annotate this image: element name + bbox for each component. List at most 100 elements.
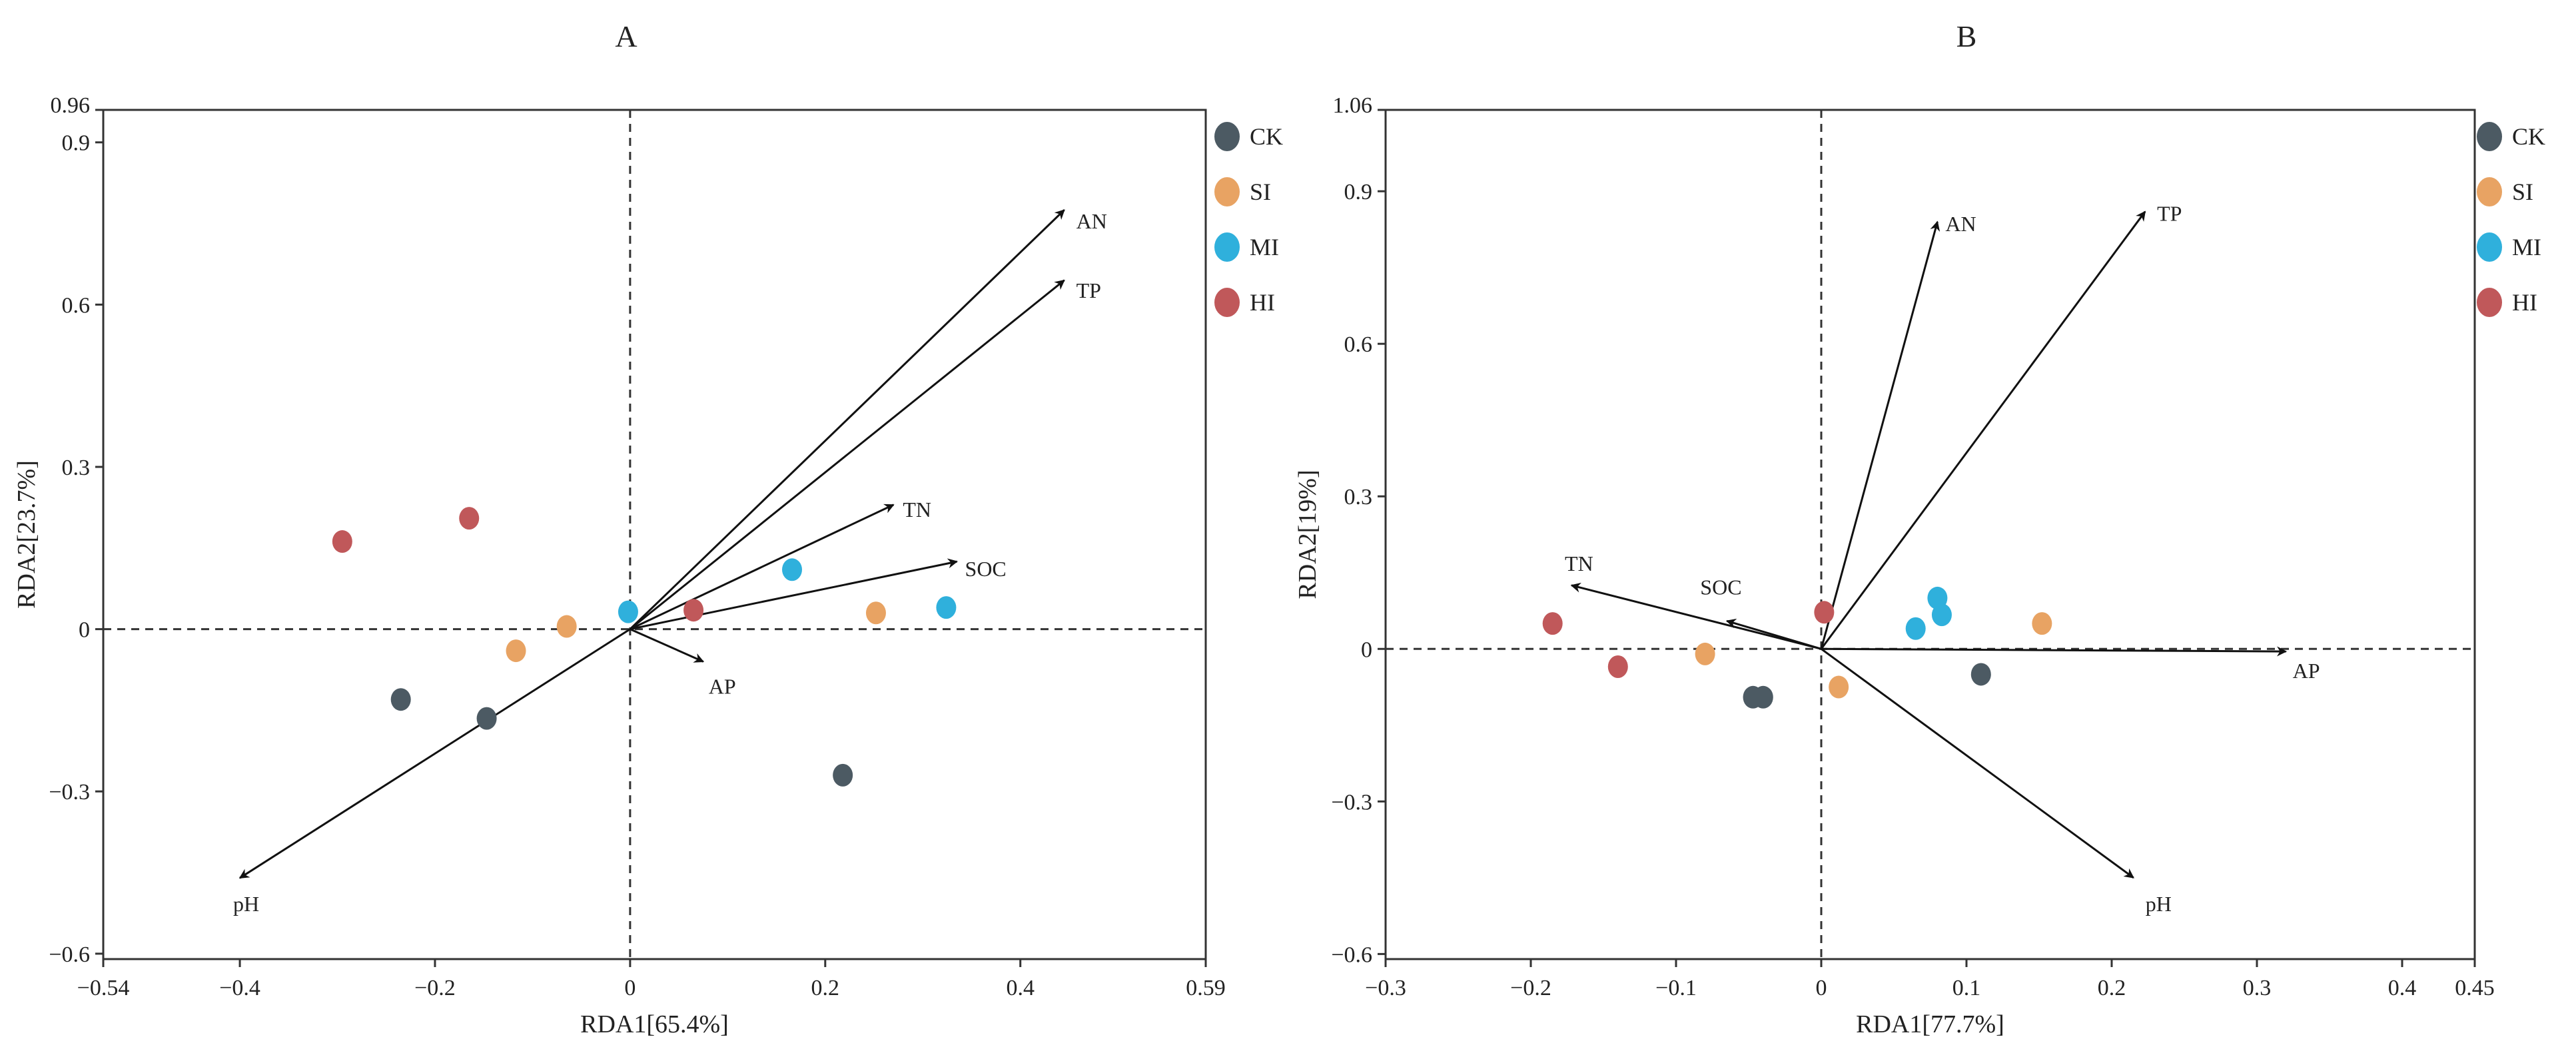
vector-arrow-soc xyxy=(630,558,958,631)
x-axis-label: RDA1[77.7%] xyxy=(1856,1010,2004,1038)
vector-arrow-tn xyxy=(1570,582,1822,650)
x-tick-label: 0.2 xyxy=(2098,976,2126,1000)
y-axis-label: RDA2[23.7%] xyxy=(13,460,41,609)
vector-arrow-tp xyxy=(1820,210,2146,650)
legend-marker-ck xyxy=(2477,122,2502,151)
point-ck xyxy=(833,763,853,787)
vector-label-ph: pH xyxy=(233,892,259,916)
y-tick-label: 0 xyxy=(79,618,90,643)
y-tick-label: 0.96 xyxy=(51,93,91,118)
panel-title: B xyxy=(1956,19,1977,53)
x-tick-label: −0.3 xyxy=(1365,976,1406,1000)
point-si xyxy=(506,639,526,663)
x-tick-label: −0.1 xyxy=(1655,976,1697,1000)
plot-frame xyxy=(102,109,1207,960)
point-si xyxy=(2032,612,2052,635)
legend-label-ck: CK xyxy=(1250,123,1283,150)
x-tick-label: −0.4 xyxy=(219,976,260,1000)
x-tick-label: 0.4 xyxy=(1006,976,1035,1000)
vector-arrow-ph xyxy=(238,628,631,879)
vector-label-tp: TP xyxy=(1076,278,1101,302)
vector-label-soc: SOC xyxy=(1700,575,1741,599)
y-tick-label: 0 xyxy=(1361,637,1372,662)
vector-label-soc: SOC xyxy=(965,557,1007,581)
x-tick-label: 0.45 xyxy=(2455,976,2495,1000)
vector-label-ap: AP xyxy=(709,674,736,698)
legend-marker-ck xyxy=(1214,122,1240,151)
vector-label-an: AN xyxy=(1076,209,1107,233)
vector-label-ph: pH xyxy=(2146,892,2172,916)
legend-marker-hi xyxy=(2477,288,2502,317)
y-tick-label: −0.6 xyxy=(49,942,90,967)
point-ck xyxy=(1970,663,1991,686)
y-tick-label: −0.6 xyxy=(1331,942,1372,967)
point-mi xyxy=(618,600,638,623)
x-tick-label: 0 xyxy=(1816,976,1827,1000)
point-ck xyxy=(390,688,411,711)
point-hi xyxy=(1607,655,1628,679)
vector-arrow-an xyxy=(629,209,1065,630)
point-mi xyxy=(936,596,957,619)
legend-label-si: SI xyxy=(2512,178,2533,205)
legend-label-mi: MI xyxy=(1250,234,1279,260)
point-si xyxy=(1695,642,1715,665)
x-tick-label: 0.4 xyxy=(2388,976,2417,1000)
legend-marker-hi xyxy=(1214,288,1240,317)
point-ck xyxy=(1753,685,1773,709)
rda-panel-b: B −0.3 −0.2 −0.1 0 0.1 0.2 0.3 0.4 0.45 1.06 0.9 0.6… xyxy=(1294,19,2545,1038)
x-tick-label: 0 xyxy=(624,976,636,1000)
point-mi xyxy=(1931,603,1952,627)
legend-marker-mi xyxy=(1214,232,1240,262)
vector-arrow-an xyxy=(1820,220,1940,649)
vector-arrow-ap xyxy=(630,628,705,663)
point-si xyxy=(1829,675,1849,699)
x-tick-label: −0.2 xyxy=(1510,976,1551,1000)
vector-arrow-ph xyxy=(1821,648,2134,879)
x-tick-label: 0.2 xyxy=(811,976,840,1000)
y-tick-label: −0.3 xyxy=(49,780,90,805)
y-tick-label: 0.6 xyxy=(62,293,91,318)
point-mi xyxy=(782,558,803,581)
y-tick-label: 0.9 xyxy=(62,131,91,156)
vector-arrow-tn xyxy=(630,504,895,630)
x-tick-label: 0.3 xyxy=(2243,976,2272,1000)
vector-label-tn: TN xyxy=(903,498,931,522)
legend-marker-si xyxy=(2477,177,2502,206)
y-tick-label: 0.3 xyxy=(1344,485,1373,510)
point-si xyxy=(556,615,577,638)
point-si xyxy=(865,601,886,625)
vector-arrow-tp xyxy=(629,279,1065,630)
vector-label-tp: TP xyxy=(2157,202,2182,226)
vector-arrow-soc xyxy=(1725,618,1822,650)
vector-label-ap: AP xyxy=(2293,659,2320,683)
y-axis-label: RDA2[19%] xyxy=(1294,470,1322,599)
x-axis-label: RDA1[65.4%] xyxy=(580,1010,729,1038)
plot-frame xyxy=(1384,109,2476,960)
y-tick-label: 0.3 xyxy=(62,456,91,480)
x-tick-label: 0.1 xyxy=(1952,976,1981,1000)
point-hi xyxy=(332,530,352,553)
legend-label-mi: MI xyxy=(2512,234,2541,260)
legend-label-si: SI xyxy=(1250,178,1271,205)
point-hi xyxy=(1814,601,1835,624)
legend-label-ck: CK xyxy=(2512,123,2545,150)
legend-marker-mi xyxy=(2477,232,2502,262)
legend-label-hi: HI xyxy=(2512,289,2537,316)
y-tick-label: 1.06 xyxy=(1333,93,1373,118)
point-ck xyxy=(476,707,497,730)
point-hi xyxy=(459,507,480,530)
vector-label-tn: TN xyxy=(1565,551,1593,575)
x-tick-label: −0.54 xyxy=(77,976,130,1000)
y-tick-label: −0.3 xyxy=(1331,790,1372,815)
y-tick-label: 0.6 xyxy=(1344,332,1373,357)
point-mi xyxy=(1905,617,1926,640)
vector-label-an: AN xyxy=(1945,212,1976,236)
point-hi xyxy=(683,599,704,622)
legend-label-hi: HI xyxy=(1250,289,1275,316)
x-tick-label: 0.59 xyxy=(1186,976,1226,1000)
legend-marker-si xyxy=(1214,177,1240,206)
x-tick-label: −0.2 xyxy=(414,976,456,1000)
panel-title: A xyxy=(615,19,637,53)
y-tick-label: 0.9 xyxy=(1344,180,1373,204)
